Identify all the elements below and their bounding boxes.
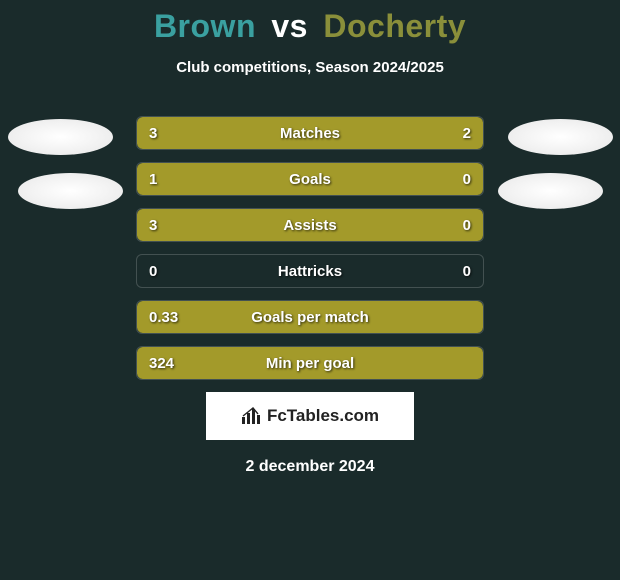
title-vs: vs — [271, 8, 308, 44]
branding-badge: FcTables.com — [206, 392, 414, 440]
stat-row: 30Assists — [136, 208, 484, 242]
stat-row: 10Goals — [136, 162, 484, 196]
branding-text: FcTables.com — [267, 406, 379, 426]
stat-label: Assists — [137, 209, 483, 241]
comparison-chart: 32Matches 10Goals 30Assists 00Hattricks 0.33… — [136, 116, 484, 380]
stat-row: 0.33Goals per match — [136, 300, 484, 334]
stat-row: 32Matches — [136, 116, 484, 150]
stat-row: 324Min per goal — [136, 346, 484, 380]
stat-row: 00Hattricks — [136, 254, 484, 288]
stat-label: Goals — [137, 163, 483, 195]
title-player1: Brown — [154, 8, 256, 44]
title-player2: Docherty — [323, 8, 466, 44]
stat-label: Min per goal — [137, 347, 483, 379]
avatar-ellipse — [18, 173, 123, 209]
page-title: Brown vs Docherty — [0, 0, 620, 45]
avatar-ellipse — [8, 119, 113, 155]
chart-bars-icon — [241, 407, 263, 425]
stat-label: Matches — [137, 117, 483, 149]
stat-label: Hattricks — [137, 255, 483, 287]
avatar-ellipse — [498, 173, 603, 209]
date-text: 2 december 2024 — [0, 458, 620, 476]
stat-label: Goals per match — [137, 301, 483, 333]
avatar-ellipse — [508, 119, 613, 155]
subtitle: Club competitions, Season 2024/2025 — [0, 59, 620, 76]
